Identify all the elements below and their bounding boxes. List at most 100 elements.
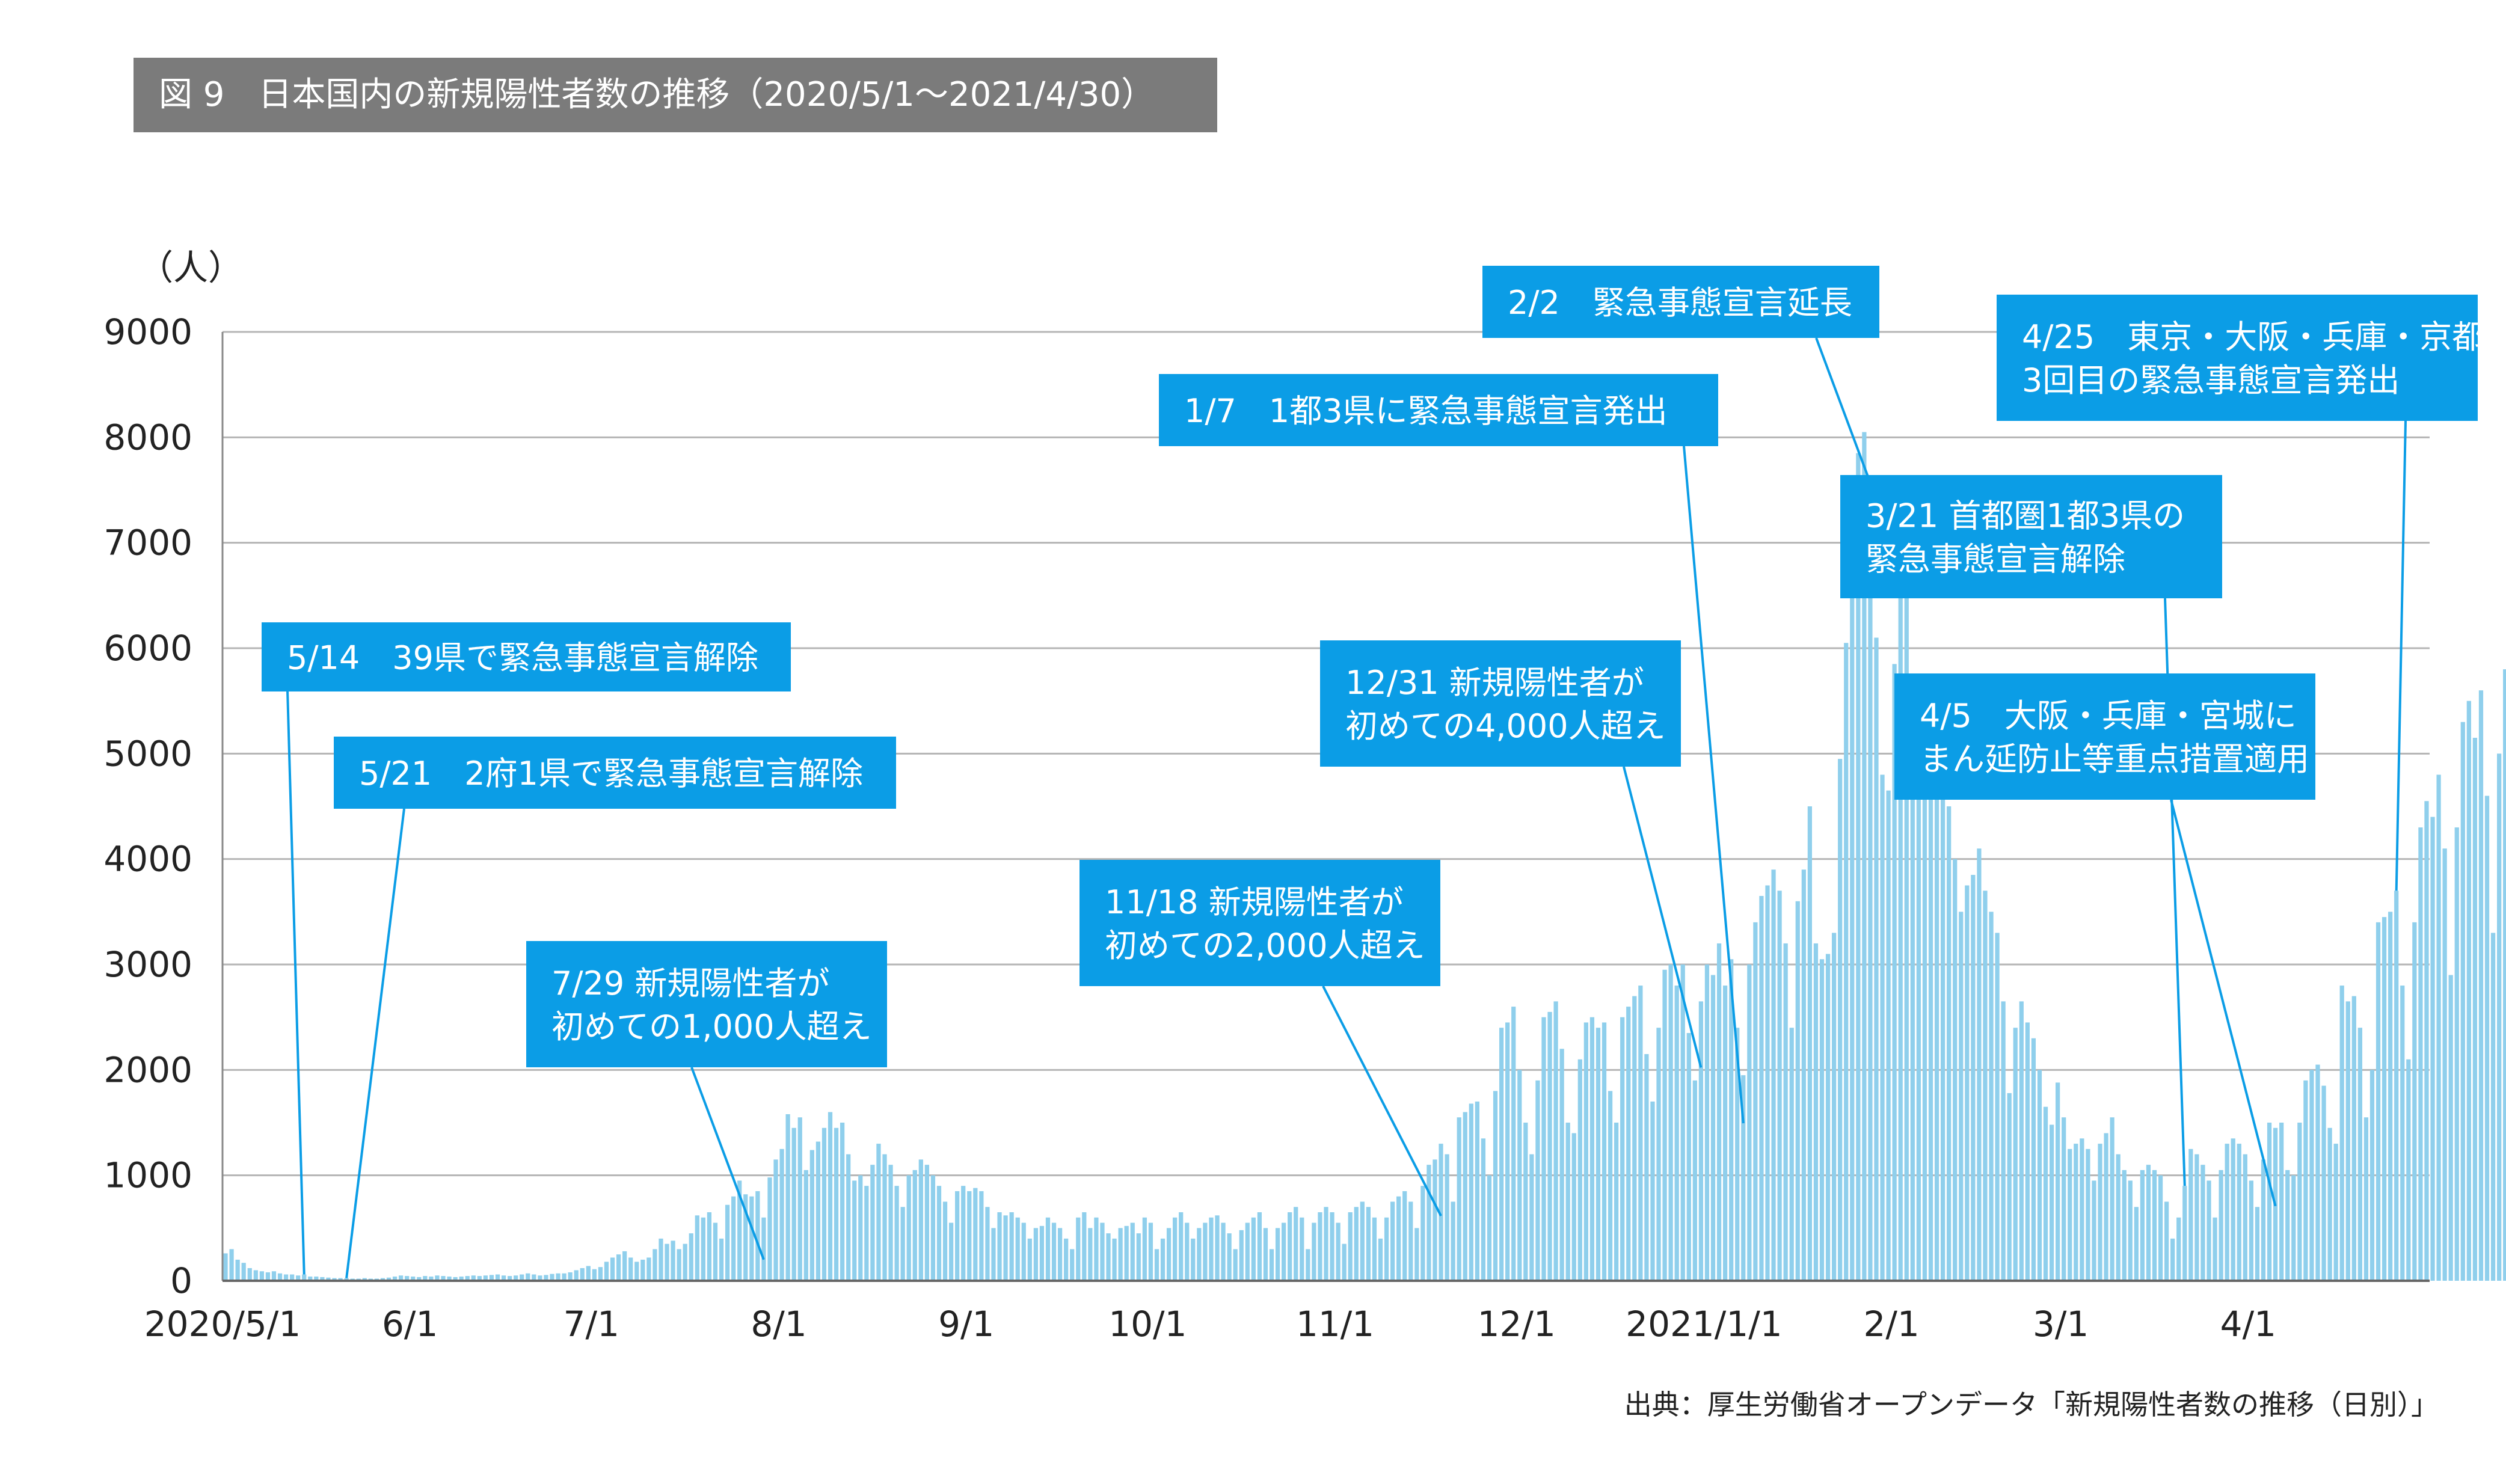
bar [1983,891,1988,1281]
bar [302,1274,307,1281]
bar [1680,964,1685,1281]
bar [1414,1228,1419,1281]
bar [1275,1228,1280,1281]
bar [1336,1222,1341,1281]
bar [2327,1127,2332,1281]
bar [2267,1123,2272,1281]
bar [2351,996,2356,1281]
bar [1378,1238,1383,1281]
callout-text: 緊急事態宣言解除 [1866,541,2125,578]
callout-text: 1/7 1都3県に緊急事態宣言発出 [1184,392,1668,430]
bar [247,1268,252,1281]
bar [1874,637,1879,1281]
bar [1759,896,1764,1281]
bar [1427,1165,1431,1281]
bar [948,1222,954,1281]
bar [1009,1212,1014,1281]
y-tick-label: 6000 [103,628,192,669]
bar [2225,1144,2229,1281]
bar [538,1275,542,1281]
bar [858,1175,863,1281]
bar [1142,1217,1147,1281]
bar [1704,964,1710,1281]
bar [332,1278,337,1281]
bar [1342,1243,1347,1281]
bar [423,1276,428,1281]
bar [1795,901,1800,1281]
bar [1257,1212,1262,1281]
bar [1886,790,1891,1281]
bar [955,1191,960,1281]
bar [1118,1228,1123,1281]
bar [1819,959,1825,1281]
callout: 4/25 東京・大阪・兵庫・京都に 3回目の緊急事態宣言発出 [1997,295,2506,891]
bar [435,1275,440,1281]
bar [1650,1101,1655,1281]
bar [2188,1148,2193,1281]
bar [815,1141,821,1281]
callout-box [1482,266,1879,338]
bar [1844,643,1849,1281]
bar [2086,1148,2090,1281]
bar [707,1212,712,1281]
bar [785,1114,790,1281]
callout-text: 11/18 新規陽性者が [1105,883,1404,921]
bar [2388,912,2393,1281]
bar [2062,1117,2066,1281]
bar [1614,1123,1619,1281]
bar [2279,1123,2284,1281]
bar [1499,1028,1504,1281]
callout: 2/2 緊急事態宣言延長 [1482,266,1902,565]
bar [719,1238,724,1281]
bar [277,1273,283,1281]
bar [429,1276,434,1281]
bar [1360,1201,1365,1281]
bar [1638,986,1643,1281]
bar [259,1271,264,1281]
bar [1953,859,1958,1281]
bar [936,1186,942,1281]
bar [1396,1196,1401,1281]
bar [271,1271,277,1281]
callout-leader [690,1067,765,1260]
bar [1850,485,1855,1281]
bar [1408,1201,1413,1281]
bar [1989,912,1994,1281]
bar [1505,1022,1510,1281]
bar [1021,1222,1026,1281]
bar [1294,1207,1298,1281]
bar [2158,1175,2163,1281]
bar [2194,1154,2199,1281]
bar [1039,1225,1045,1281]
bar [417,1277,422,1281]
bar [2436,774,2441,1281]
bar [991,1228,996,1281]
bar [1082,1212,1087,1281]
bar [616,1254,621,1281]
bar [386,1277,392,1281]
bar [2303,1080,2308,1281]
bar [2110,1117,2114,1281]
bar [1439,1144,1443,1281]
callout-leader [1623,766,1703,1068]
bar [574,1270,579,1281]
bar [1288,1212,1292,1281]
bar [2418,827,2423,1281]
bar [1445,1154,1449,1281]
bar [737,1180,742,1281]
bar [1777,891,1782,1281]
bar [2213,1217,2217,1281]
bar [483,1275,488,1281]
bar [1880,774,1885,1281]
bar [1862,432,1867,1281]
bar [1692,1080,1697,1281]
bar [1668,964,1673,1281]
bar [1088,1228,1093,1281]
bar [2363,1117,2369,1281]
bar [1402,1191,1407,1281]
bar [1710,975,1716,1281]
x-tick-label: 2020/5/1 [144,1304,301,1344]
callout-box [1159,374,1718,446]
bar [2460,722,2465,1281]
